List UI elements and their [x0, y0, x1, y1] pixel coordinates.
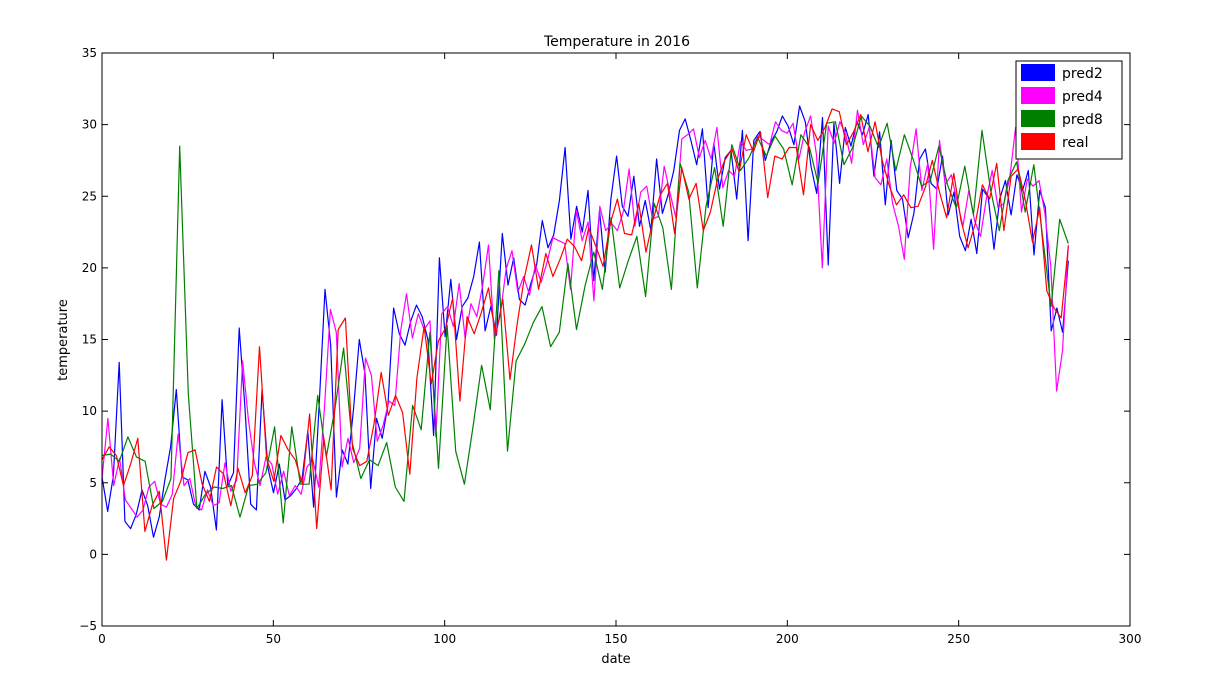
x-tick-label: 0	[98, 632, 106, 646]
x-tick-label: 250	[947, 632, 970, 646]
legend-swatch-pred8	[1021, 110, 1055, 127]
x-axis-ticks: 0 50 100 150 200 250 300	[98, 53, 1141, 646]
series-line-pred8	[101, 115, 1069, 524]
series-layer	[101, 105, 1069, 561]
x-axis-label: date	[601, 652, 630, 667]
y-tick-label: 20	[82, 261, 97, 275]
legend-label-pred4: pred4	[1062, 89, 1103, 105]
y-tick-label: 25	[82, 189, 97, 203]
chart-title: Temperature in 2016	[543, 34, 690, 50]
y-axis-label: temperature	[56, 299, 71, 381]
x-tick-label: 150	[605, 632, 628, 646]
x-tick-label: 300	[1119, 632, 1142, 646]
y-axis-ticks: 35 30 25 20 15 10 5 0 −5	[79, 46, 1130, 633]
legend-label-real: real	[1062, 135, 1089, 151]
legend: pred2 pred4 pred8 real	[1015, 60, 1123, 160]
x-tick-label: 200	[776, 632, 799, 646]
x-tick-label: 100	[433, 632, 456, 646]
y-tick-label: 15	[82, 333, 97, 347]
legend-swatch-pred2	[1021, 64, 1055, 81]
x-tick-label: 50	[266, 632, 281, 646]
plot-frame	[101, 52, 1131, 627]
legend-label-pred2: pred2	[1062, 66, 1103, 82]
y-tick-label: 5	[89, 476, 97, 490]
series-line-real	[101, 108, 1069, 561]
legend-label-pred8: pred8	[1062, 112, 1103, 128]
y-tick-label: 0	[89, 547, 97, 561]
y-tick-label: 10	[82, 404, 97, 418]
series-line-pred2	[101, 105, 1069, 538]
y-tick-label: 30	[82, 118, 97, 132]
y-tick-label: −5	[79, 619, 97, 633]
series-line-pred4	[101, 109, 1069, 518]
legend-swatch-pred4	[1021, 87, 1055, 104]
legend-swatch-real	[1021, 133, 1055, 150]
y-tick-label: 35	[82, 46, 97, 60]
